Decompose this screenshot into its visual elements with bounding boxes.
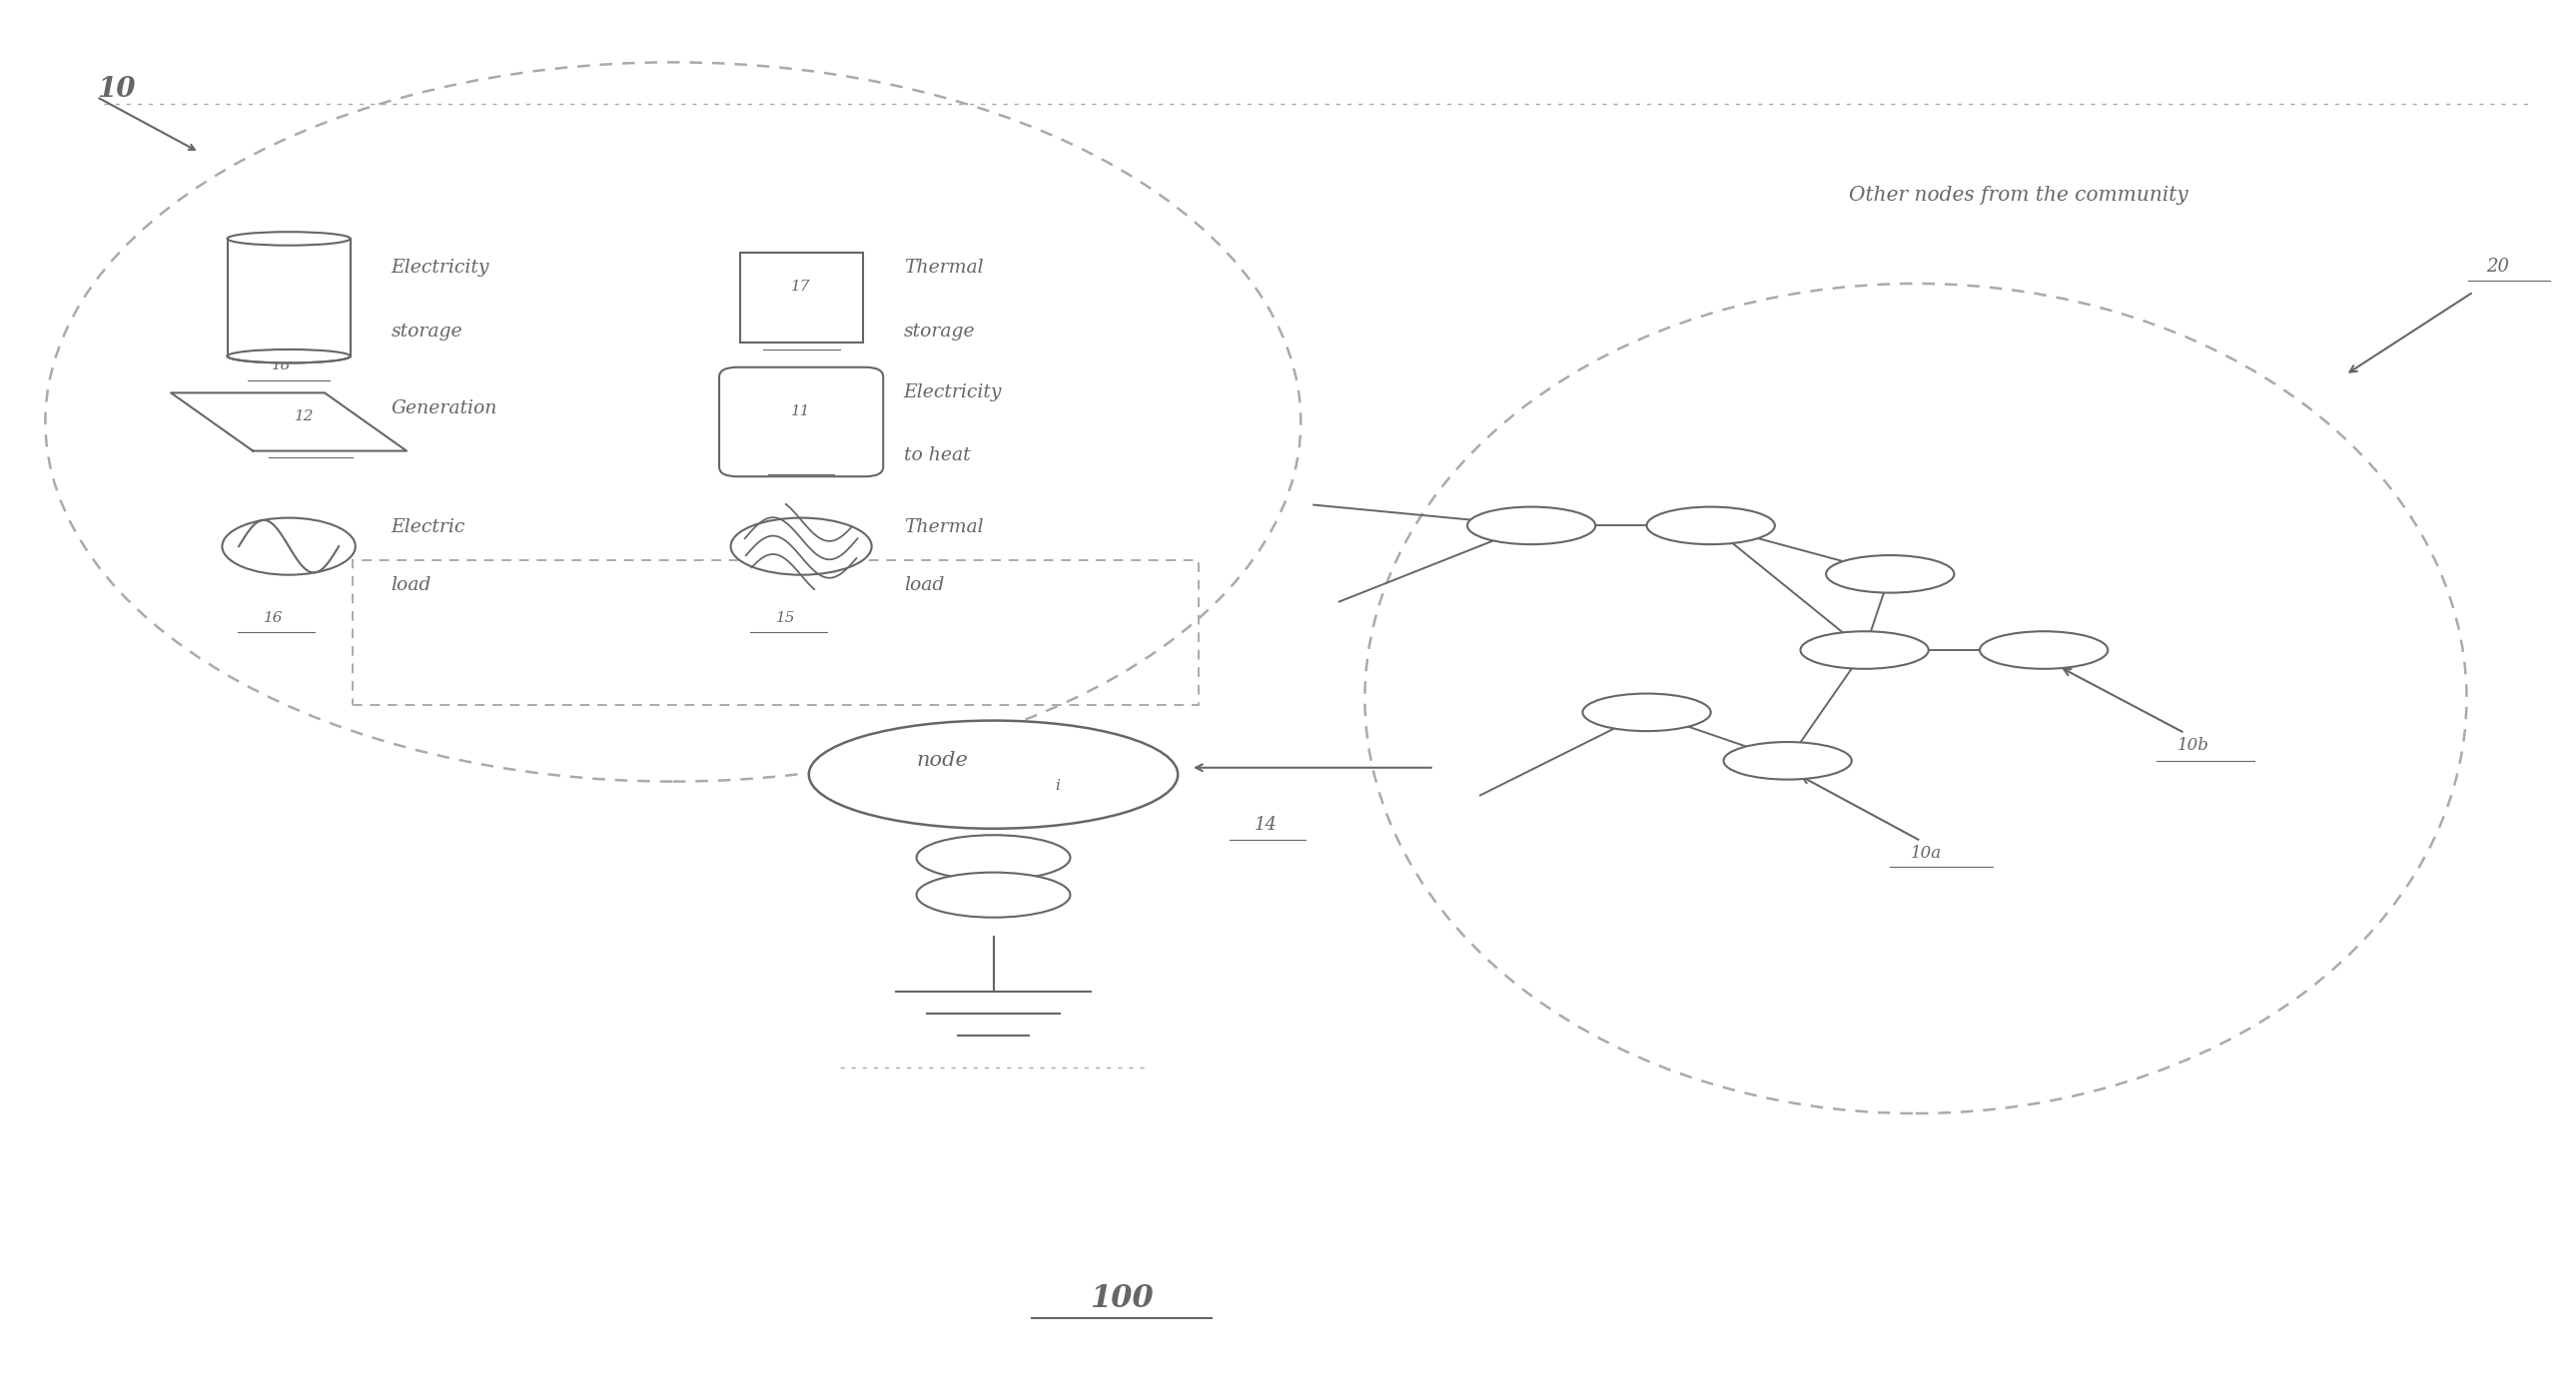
Text: 12: 12	[294, 409, 314, 423]
Ellipse shape	[1981, 631, 2107, 669]
Text: 10b: 10b	[2177, 736, 2208, 753]
Text: 10: 10	[98, 75, 134, 103]
Ellipse shape	[917, 835, 1069, 880]
Ellipse shape	[1646, 507, 1775, 545]
Ellipse shape	[809, 721, 1177, 828]
Text: Electricity: Electricity	[904, 383, 1002, 401]
Text: Generation: Generation	[392, 400, 497, 418]
Text: 20: 20	[2486, 257, 2509, 275]
Text: Thermal: Thermal	[904, 518, 984, 536]
Ellipse shape	[917, 872, 1069, 918]
Text: 10a: 10a	[1911, 845, 1942, 862]
Ellipse shape	[1826, 555, 1955, 592]
Text: load: load	[392, 577, 433, 595]
Text: load: load	[904, 577, 943, 595]
Ellipse shape	[1468, 507, 1595, 545]
Text: storage: storage	[392, 323, 464, 339]
Text: Electricity: Electricity	[392, 258, 489, 277]
Text: Other nodes from the community: Other nodes from the community	[1850, 186, 2187, 204]
Text: i: i	[1056, 778, 1059, 792]
Ellipse shape	[1801, 631, 1929, 669]
Text: 15: 15	[775, 612, 796, 626]
Text: 14: 14	[1255, 816, 1278, 834]
Text: Thermal: Thermal	[904, 258, 984, 277]
Ellipse shape	[227, 349, 350, 363]
Ellipse shape	[732, 518, 871, 576]
Ellipse shape	[1723, 742, 1852, 780]
Text: 18: 18	[270, 359, 291, 373]
Text: 17: 17	[791, 279, 811, 293]
Text: node: node	[917, 752, 969, 770]
Text: 100: 100	[1090, 1282, 1154, 1315]
Ellipse shape	[1582, 693, 1710, 731]
Text: Electric: Electric	[392, 518, 466, 536]
Text: storage: storage	[904, 323, 976, 339]
Text: 11: 11	[791, 404, 811, 418]
Text: to heat: to heat	[904, 447, 971, 465]
Text: 16: 16	[263, 612, 283, 626]
